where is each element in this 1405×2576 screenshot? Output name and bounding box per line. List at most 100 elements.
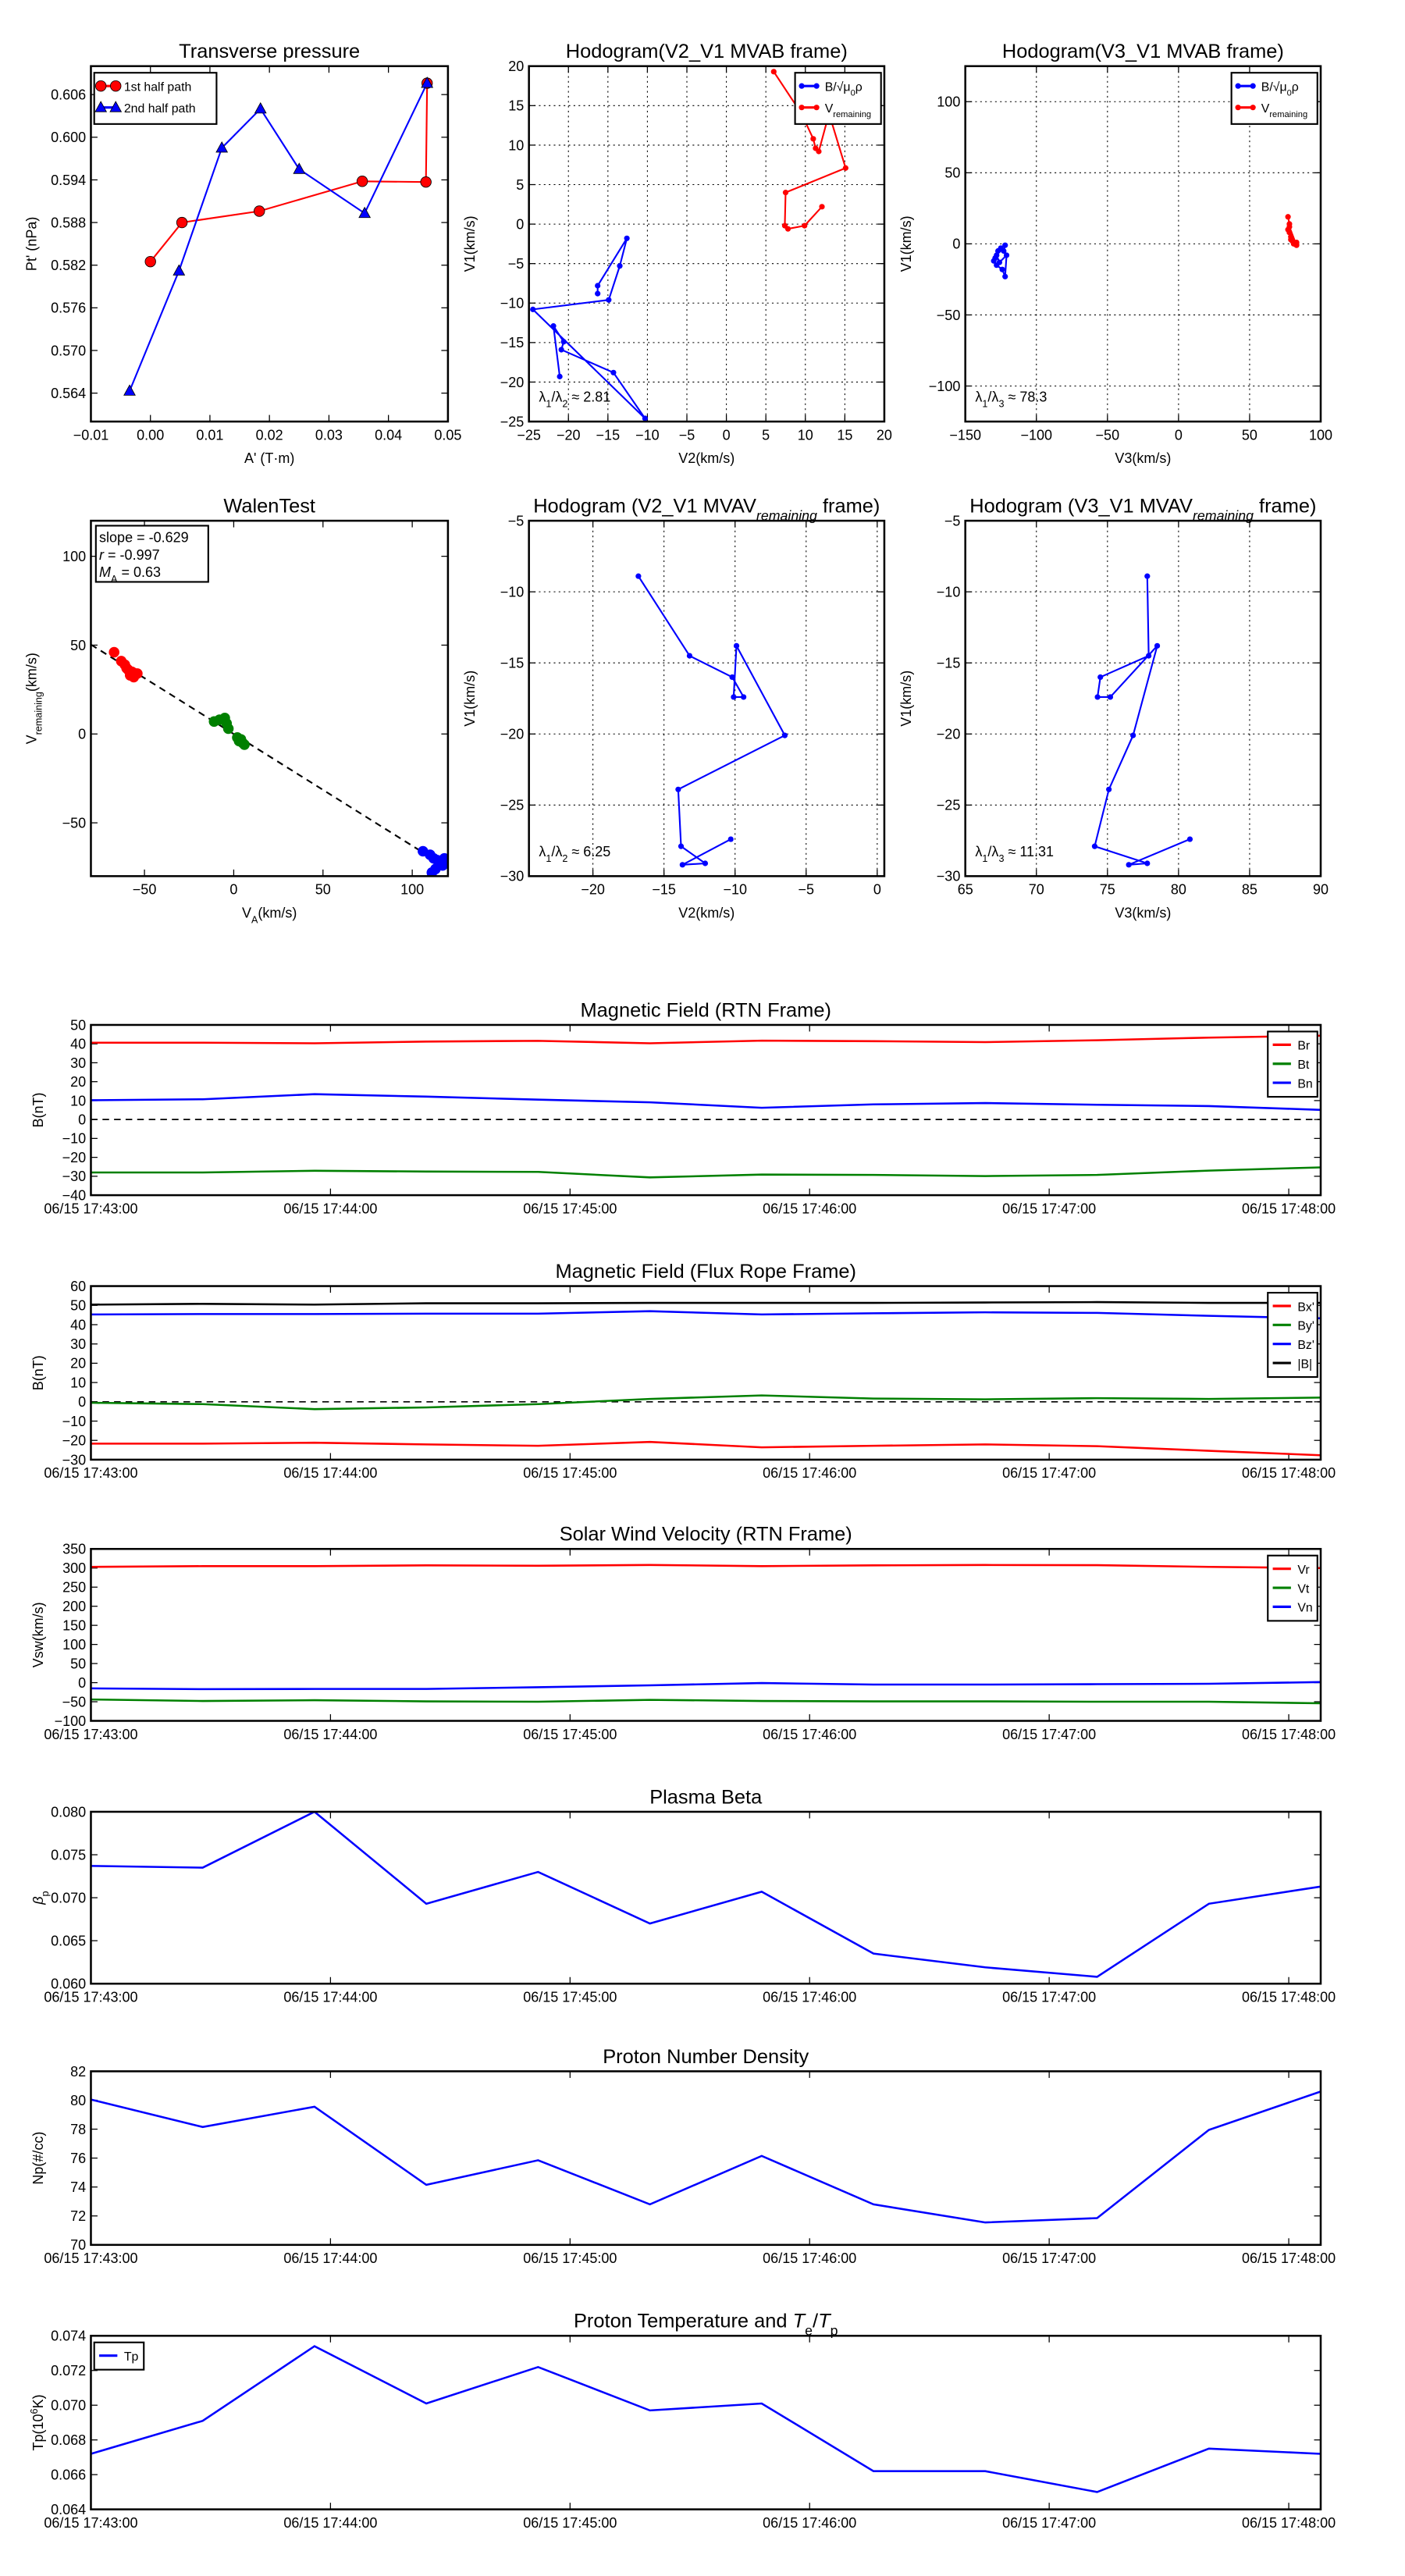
y-tick-label: 0.588 [51,215,86,230]
y-tick-label: −15 [500,335,525,350]
x-tick-label: −5 [679,427,695,443]
data-point [733,642,740,649]
data-point [727,836,734,842]
y-tick-label: −20 [62,1433,87,1449]
y-tick-label: 0.068 [51,2432,86,2448]
series-line [91,2090,1321,2224]
y-tick-label: 350 [62,1542,86,1557]
data-point [813,105,820,111]
y-tick-label: −10 [937,585,961,600]
x-tick-label: 06/15 17:45:00 [523,1201,617,1216]
y-axis-label: V1(km/s) [898,671,914,727]
y-tick-label: 60 [70,1279,86,1294]
y-tick-label: 20 [70,1356,86,1372]
data-point [1091,843,1098,849]
x-tick-label: 06/15 17:44:00 [283,2250,377,2266]
x-tick-label: −100 [1020,427,1052,443]
axes-frame [90,1547,1322,1722]
x-tick-label: −150 [949,427,981,443]
data-point [799,83,805,89]
series-line [531,237,646,419]
x-tick-label: 0 [1175,427,1183,443]
x-tick-label: 06/15 17:45:00 [523,1990,617,2005]
data-point [222,723,234,735]
chart-title: Plasma Beta [649,1786,763,1808]
y-tick-label: 0.564 [51,386,86,401]
x-tick-label: 06/15 17:45:00 [523,2250,617,2266]
data-point [1097,674,1104,681]
data-point [356,176,368,187]
data-point [108,646,119,658]
chart-title: Transverse pressure [179,41,360,62]
x-tick-label: 0.01 [196,427,223,443]
data-point [254,101,267,114]
chart-title: Solar Wind Velocity (RTN Frame) [560,1524,852,1546]
data-point [1285,214,1291,220]
data-point [624,235,630,241]
y-tick-label: 0.582 [51,258,86,273]
data-point [1094,694,1101,700]
data-point [842,165,848,171]
x-tick-label: −20 [557,427,581,443]
x-tick-label: 65 [958,882,973,898]
x-tick-label: 06/15 17:48:00 [1242,1201,1336,1216]
y-tick-label: −10 [500,585,525,600]
x-tick-label: −25 [517,427,541,443]
y-tick-label: 300 [62,1560,86,1576]
y-tick-label: 0 [78,727,86,742]
x-tick-label: 06/15 17:47:00 [1002,1727,1096,1742]
x-tick-label: 06/15 17:44:00 [283,1201,377,1216]
y-tick-label: 0.072 [51,2363,86,2379]
data-point [420,176,432,188]
legend: 1st half path 2nd half path [93,72,218,125]
series-line [91,1681,1321,1691]
x-tick-label: −15 [652,882,676,898]
series-line [1094,576,1190,866]
x-tick-label: 100 [1309,427,1332,443]
y-tick-label: 5 [516,177,524,193]
legend: Br Bt Bn [1267,1030,1318,1098]
x-tick-label: 06/15 17:47:00 [1002,1990,1096,2005]
x-tick-label: 90 [1313,882,1329,898]
plot-area [991,214,1300,279]
data-point [675,786,681,792]
legend-box [1230,72,1318,125]
legend-label: Vn [1297,1602,1312,1615]
y-axis-label: Np(#/cc) [30,2132,46,2185]
x-tick-label: 100 [400,882,424,898]
data-point [996,259,1003,265]
chart-0: Transverse pressure −0.01 0.00 0.01 0.02 0.03… [24,41,462,466]
x-tick-label: 0 [229,882,237,898]
y-axis-label: Vremaining(km/s) [24,653,44,744]
plot-area [123,76,434,396]
x-tick-label: 70 [1029,882,1044,898]
y-tick-label: 0 [516,216,524,232]
x-tick-label: 10 [798,427,813,443]
data-point [550,323,557,329]
x-tick-label: 0.00 [137,427,164,443]
x-axis-label: A' (T·m) [244,450,294,466]
axes-frame [90,2070,1322,2247]
y-tick-label: −40 [62,1187,87,1203]
y-tick-label: 0.074 [51,2329,86,2344]
axes-frame [90,1810,1322,1985]
series-line [773,71,847,230]
plot-area [91,2345,1321,2493]
data-point [741,694,747,700]
data-point [991,258,997,264]
data-point [610,369,617,375]
series-line [91,1300,1321,1306]
series-line [91,1093,1321,1112]
eigenvalue-ratio: λ1/λ2 ≈ 2.81 [539,390,610,410]
y-tick-label: −20 [500,727,525,742]
data-point [819,204,825,210]
chart-title: Hodogram (V3_V1 MVAVremaining frame) [969,496,1316,524]
data-point [999,266,1005,272]
y-axis-label: Tp(106K) [29,2394,46,2450]
y-tick-label: −20 [937,727,961,742]
x-tick-label: −10 [723,882,747,898]
series-line [91,1166,1321,1179]
data-point [1154,642,1161,649]
x-tick-label: 0.04 [375,427,402,443]
data-point [810,136,816,142]
